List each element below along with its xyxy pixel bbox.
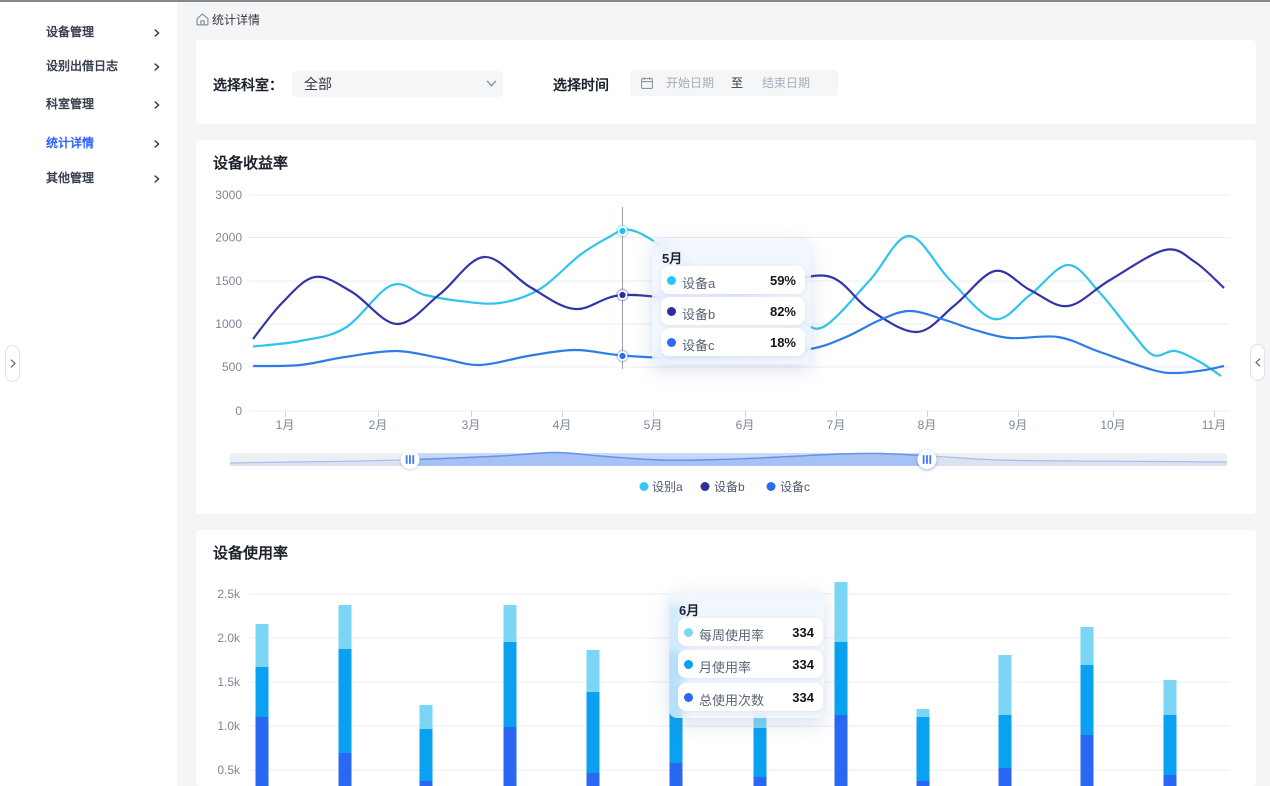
svg-text:3月: 3月 [462,418,481,432]
svg-text:2月: 2月 [369,418,388,432]
svg-text:1000: 1000 [215,317,242,331]
svg-text:2.0k: 2.0k [217,631,241,645]
svg-text:设备c: 设备c [780,480,810,494]
svg-text:4月: 4月 [553,418,572,432]
svg-text:0.5k: 0.5k [217,763,241,777]
svg-text:500: 500 [222,360,242,374]
svg-text:10月: 10月 [1100,418,1125,432]
svg-text:2.5k: 2.5k [217,587,241,601]
svg-text:1.0k: 1.0k [217,719,241,733]
svg-text:7月: 7月 [827,418,846,432]
svg-text:8月: 8月 [918,418,937,432]
svg-text:1.5k: 1.5k [217,675,241,689]
svg-text:2000: 2000 [215,231,242,245]
svg-text:11月: 11月 [1202,418,1226,432]
svg-text:0: 0 [235,404,242,418]
svg-text:1500: 1500 [215,274,242,288]
svg-text:设备b: 设备b [714,480,745,494]
svg-text:9月: 9月 [1009,418,1028,432]
svg-text:设别a: 设别a [652,480,683,494]
svg-text:6月: 6月 [736,418,755,432]
svg-text:3000: 3000 [215,188,242,202]
svg-text:1月: 1月 [276,418,295,432]
svg-text:5月: 5月 [644,418,663,432]
